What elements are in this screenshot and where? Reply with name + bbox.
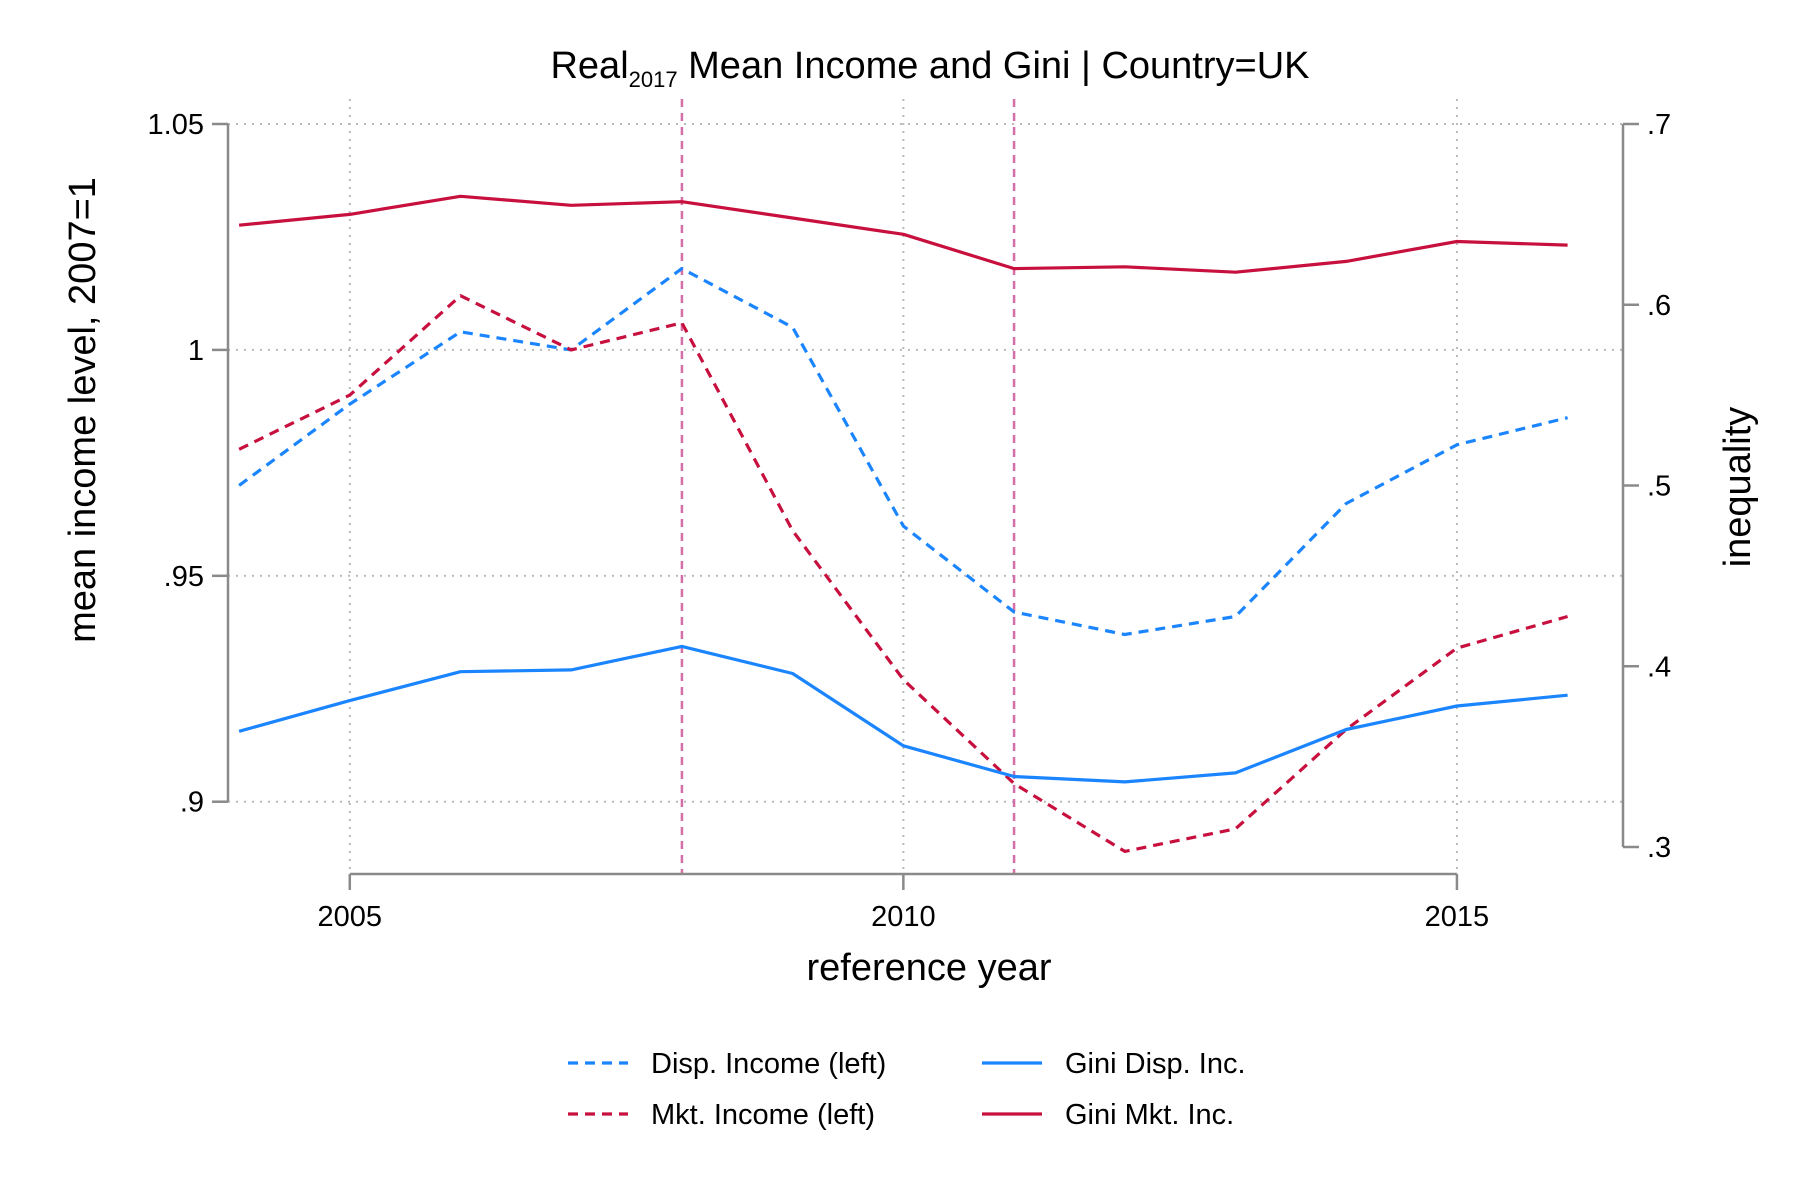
chart-title-main: Real: [550, 45, 628, 87]
series-line-2: [238, 644, 1568, 784]
legend-label-0: Disp. Income (left): [651, 1048, 886, 1080]
chart-title: Real2017 Mean Income and Gini | Country=…: [550, 45, 1309, 92]
y-right-tick-label: .3: [1647, 832, 1671, 864]
y-left-tick-label: 1: [188, 335, 204, 367]
legend-label-3: Gini Mkt. Inc.: [1065, 1099, 1234, 1131]
series-line-1: [238, 294, 1569, 854]
x-tick-label: 2010: [871, 901, 936, 933]
axes: .9 .95 1 1.05 .3 .4 .5 .6 .7 2005 2010 2015: [148, 109, 1672, 933]
series-lines: [238, 194, 1569, 854]
legend: Disp. Income (left) Gini Disp. Inc. Mkt. I…: [568, 1048, 1246, 1131]
series-line-0: [238, 267, 1568, 637]
legend-label-2: Gini Disp. Inc.: [1065, 1048, 1246, 1080]
series-line-3: [238, 194, 1568, 274]
chart-title-rest: Mean Income and Gini | Country=UK: [678, 45, 1310, 87]
x-axis-title: reference year: [806, 947, 1051, 989]
reference-lines: [680, 99, 1016, 874]
y-left-tick-label: 1.05: [148, 109, 204, 141]
y-axis-left-title: mean income level, 2007=1: [62, 177, 104, 643]
y-right-tick-label: .6: [1647, 290, 1671, 322]
chart-title-subscript: 2017: [629, 67, 678, 92]
y-left-tick-label: .9: [180, 787, 204, 819]
y-left-tick-label: .95: [164, 561, 204, 593]
y-right-tick-label: .5: [1647, 471, 1671, 503]
x-tick-label: 2015: [1425, 901, 1490, 933]
y-axis-right-title: inequality: [1717, 407, 1759, 568]
y-right-tick-label: .7: [1647, 109, 1671, 141]
x-tick-label: 2005: [318, 901, 383, 933]
grid-lines: [228, 99, 1623, 874]
y-right-tick-label: .4: [1647, 651, 1671, 683]
legend-label-1: Mkt. Income (left): [651, 1099, 875, 1131]
